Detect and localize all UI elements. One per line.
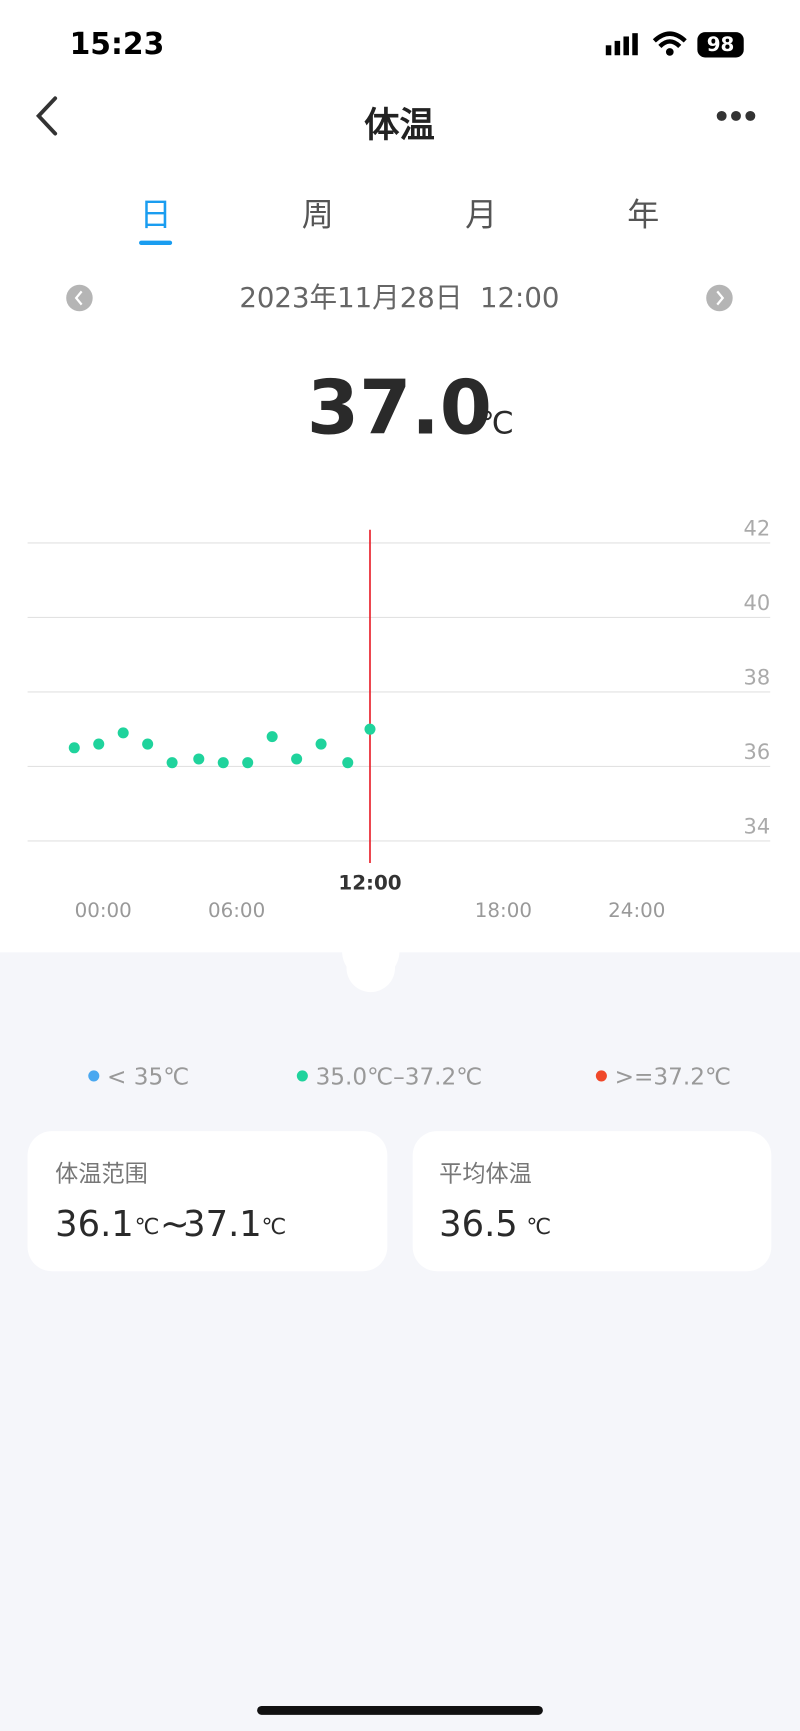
data-point xyxy=(68,742,80,754)
card-unit: ℃ xyxy=(262,1215,287,1240)
date-time: 12:00 xyxy=(480,281,559,314)
date: 2023年11月28日 xyxy=(239,281,462,314)
y-tick-label: 40 xyxy=(744,591,771,615)
tab[interactable]: 日 xyxy=(140,195,172,233)
prev-arrow xyxy=(74,290,83,306)
bottom-panel xyxy=(0,952,800,1731)
data-point xyxy=(364,723,376,735)
battery-level: 98 xyxy=(707,33,735,56)
x-tick-label: 00:00 xyxy=(75,899,132,922)
page-title: 体温 xyxy=(364,105,435,146)
y-tick-label: 42 xyxy=(744,517,771,541)
battery xyxy=(697,32,744,58)
card-unit: ℃ xyxy=(526,1215,551,1240)
more-button[interactable] xyxy=(716,110,756,121)
y-tick-label: 36 xyxy=(744,740,771,764)
home-indicator xyxy=(257,1705,543,1715)
legend-label: 35.0℃–37.2℃ xyxy=(316,1064,483,1091)
card-separator: ~ xyxy=(160,1204,190,1245)
next-day[interactable] xyxy=(706,284,733,312)
x-tick-label: 24:00 xyxy=(608,899,665,922)
legend-dot xyxy=(88,1070,100,1082)
cursor-label: 12:00 xyxy=(338,871,401,894)
data-point xyxy=(242,757,254,769)
tab-indicator xyxy=(139,240,173,246)
prev-day[interactable] xyxy=(66,284,93,312)
tab[interactable]: 周 xyxy=(302,195,334,233)
next-arrow xyxy=(716,290,725,306)
legend-label: < 35℃ xyxy=(107,1064,189,1091)
back-button[interactable] xyxy=(35,96,58,136)
handle xyxy=(346,943,396,993)
card-max: 37.1 xyxy=(183,1204,262,1245)
legend-dot xyxy=(296,1070,308,1082)
data-point xyxy=(315,738,327,750)
card-value: 36.5 xyxy=(439,1204,518,1245)
tab[interactable]: 年 xyxy=(627,195,659,233)
card-min: 36.1 xyxy=(55,1204,134,1245)
average-card xyxy=(412,1131,772,1272)
legend-label: >=37.2℃ xyxy=(615,1064,731,1091)
signal xyxy=(605,33,638,56)
reading-unit: ℃ xyxy=(479,405,514,441)
card-unit: ℃ xyxy=(135,1215,160,1240)
data-point xyxy=(166,757,178,769)
clock: 15:23 xyxy=(70,27,165,62)
tab[interactable]: 月 xyxy=(465,195,497,233)
x-tick-label: 18:00 xyxy=(475,899,532,922)
y-tick-label: 34 xyxy=(744,815,771,839)
data-point xyxy=(217,757,229,769)
data-point xyxy=(93,738,105,750)
y-tick-label: 38 xyxy=(744,666,771,690)
reading-value: 37.0 xyxy=(307,363,492,451)
wifi-dot xyxy=(665,48,674,56)
card-title: 体温范围 xyxy=(55,1161,148,1188)
x-tick-label: 06:00 xyxy=(208,899,265,922)
data-point xyxy=(193,753,205,765)
range-card xyxy=(27,1131,388,1272)
card-title: 平均体温 xyxy=(439,1161,532,1188)
data-point xyxy=(342,757,354,769)
data-point xyxy=(142,738,154,750)
legend-dot xyxy=(595,1070,607,1082)
data-point xyxy=(266,731,278,743)
data-point xyxy=(291,753,303,765)
wifi xyxy=(652,31,687,49)
data-point xyxy=(117,727,129,739)
